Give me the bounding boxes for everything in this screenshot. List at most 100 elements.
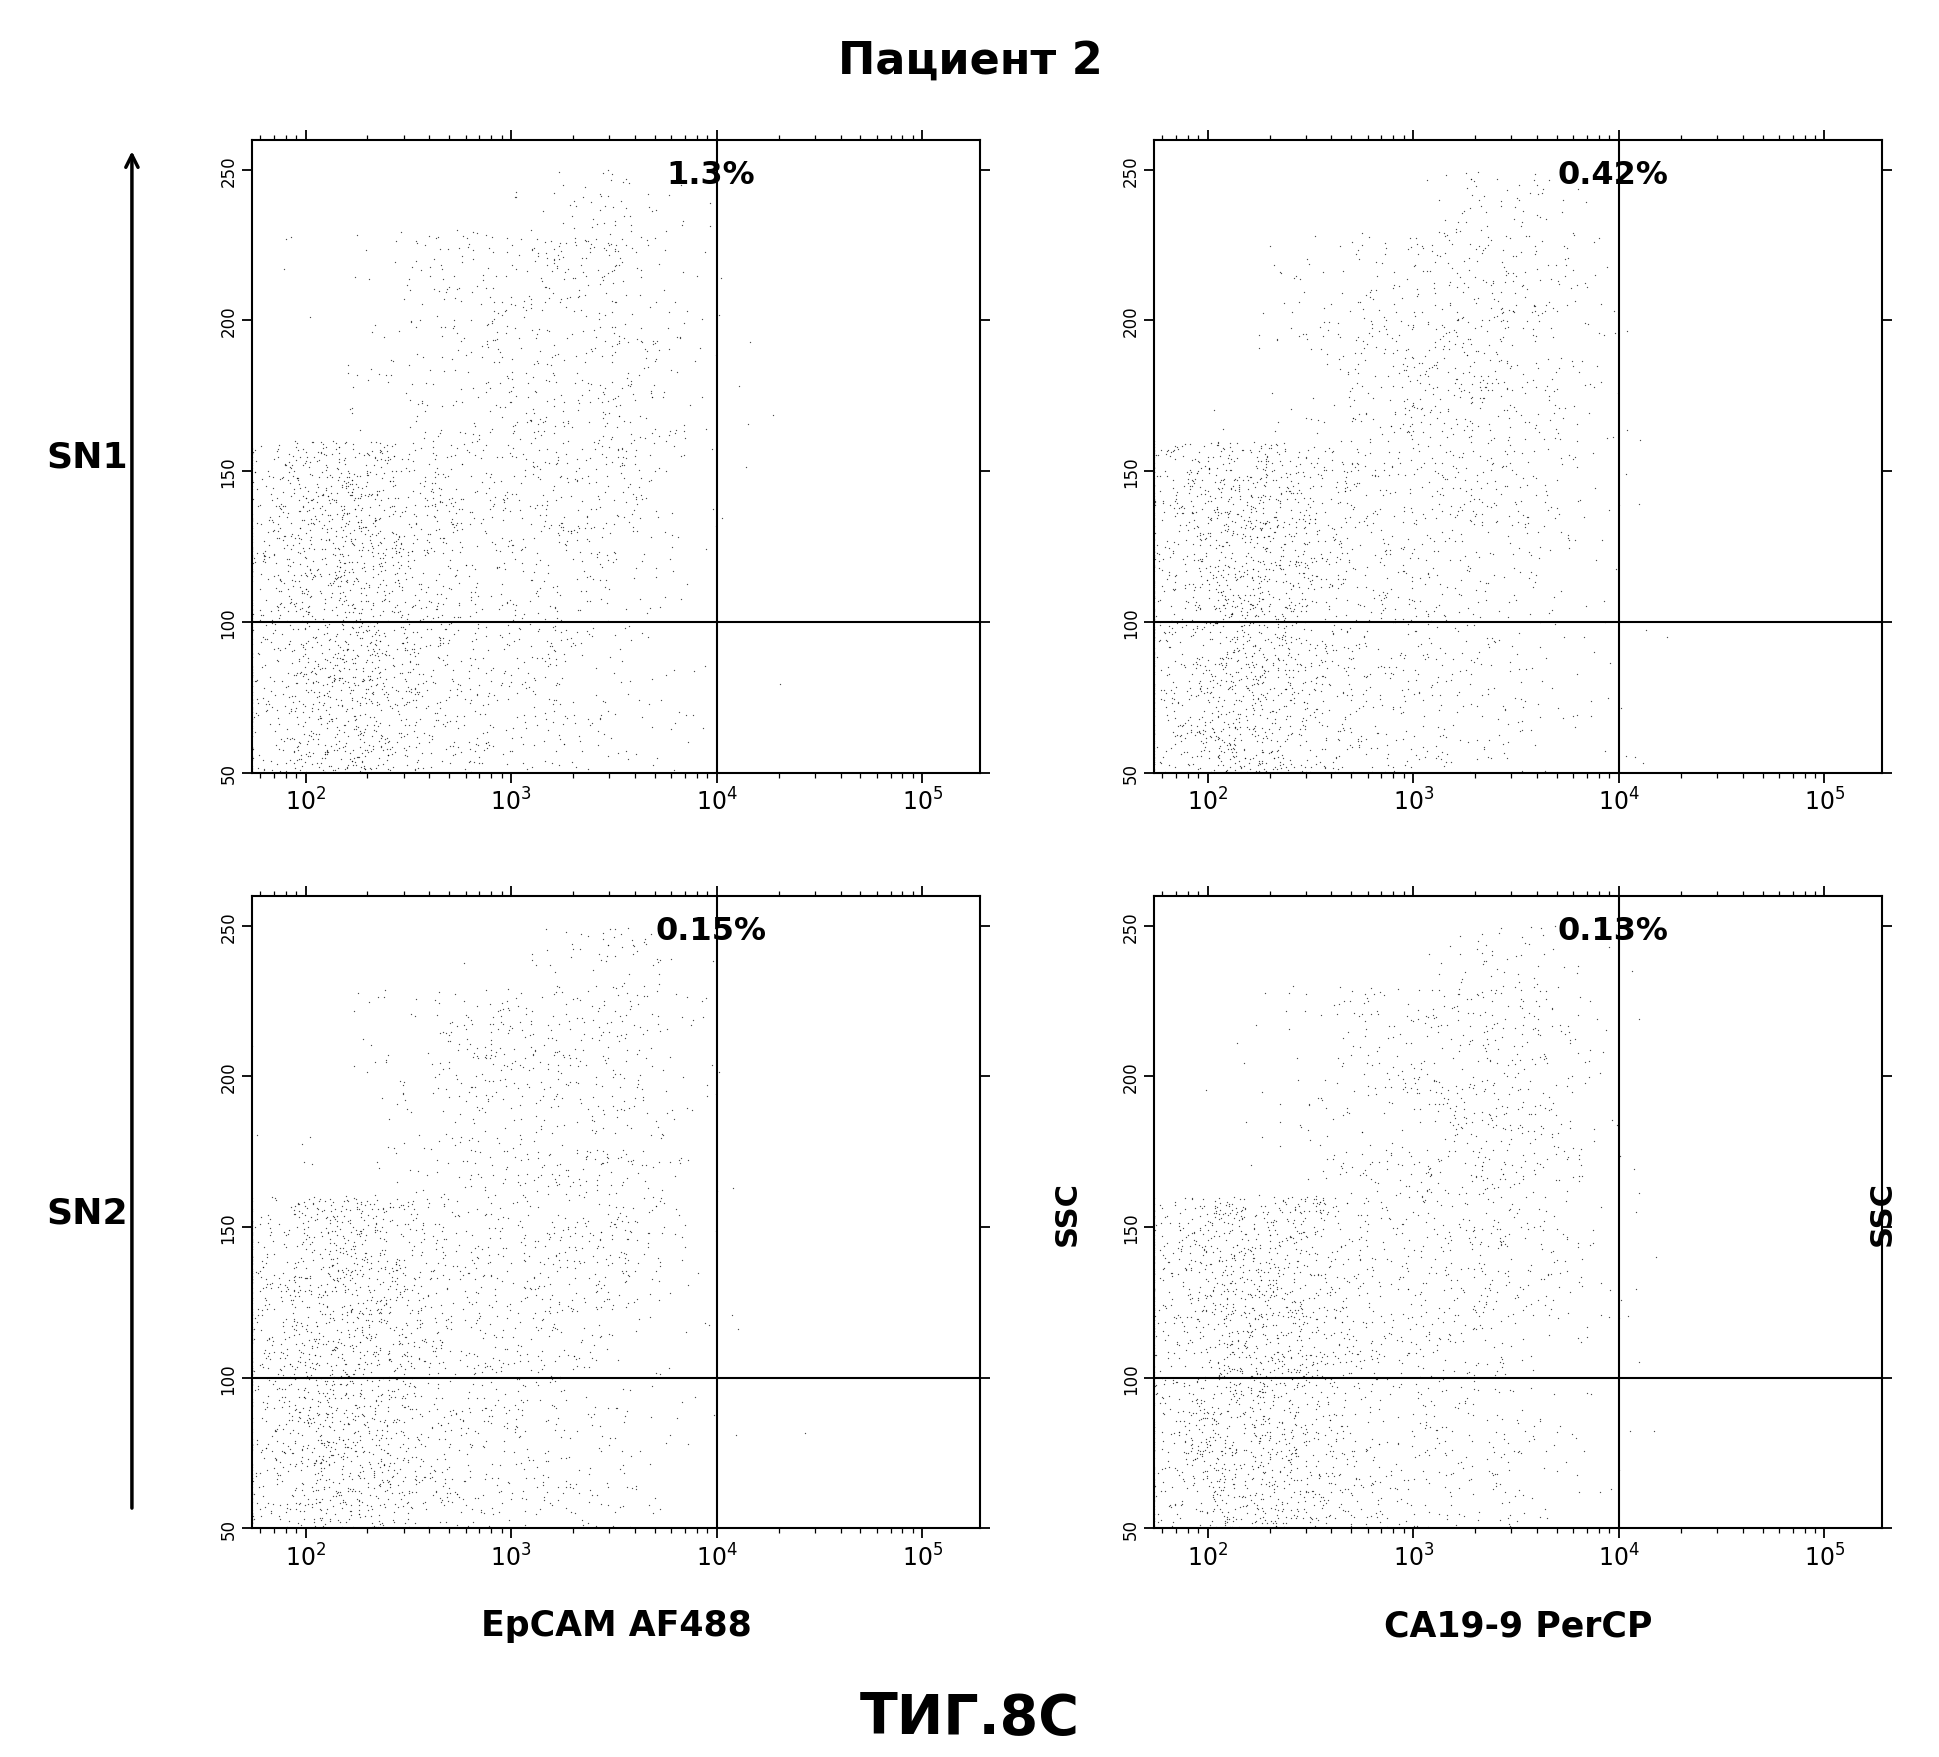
Point (378, 1135, 409, 1163)
Point (634, 1035, 665, 1063)
Point (1342, 631, 1373, 659)
Point (1179, 1495, 1210, 1523)
Point (1291, 436, 1322, 464)
Point (1297, 1351, 1328, 1379)
Point (1210, 1511, 1241, 1539)
Point (512, 1435, 543, 1464)
Point (434, 706, 465, 734)
Point (1270, 705, 1301, 733)
Point (242, 1472, 273, 1500)
Point (1439, 1356, 1470, 1385)
Point (1431, 1077, 1462, 1105)
Point (363, 1295, 394, 1323)
Point (374, 1346, 405, 1374)
Point (1551, 1223, 1582, 1251)
Point (1260, 1513, 1291, 1541)
Point (1402, 545, 1433, 573)
Point (351, 459, 382, 487)
Point (339, 664, 370, 692)
Point (1464, 1230, 1495, 1258)
Point (322, 573, 353, 601)
Point (411, 615, 442, 643)
Point (477, 1402, 508, 1430)
Point (1518, 1214, 1549, 1242)
Point (1571, 274, 1602, 302)
Point (1377, 503, 1408, 531)
Point (1138, 539, 1169, 568)
Point (1256, 1464, 1287, 1492)
Point (460, 1418, 491, 1446)
Point (1468, 385, 1499, 413)
Point (324, 553, 355, 582)
Point (605, 636, 636, 664)
Point (1439, 1302, 1470, 1330)
Point (1138, 553, 1169, 582)
Point (1338, 655, 1369, 683)
Point (384, 1330, 415, 1358)
Point (1194, 1451, 1225, 1479)
Point (572, 922, 603, 951)
Point (248, 756, 279, 784)
Point (438, 729, 469, 757)
Point (1212, 513, 1243, 541)
Point (260, 1367, 291, 1395)
Point (496, 365, 527, 394)
Point (1435, 1249, 1466, 1277)
Point (384, 706, 415, 734)
Point (1251, 1471, 1282, 1499)
Point (688, 239, 719, 267)
Point (1309, 457, 1340, 485)
Point (454, 1339, 485, 1367)
Point (310, 1300, 341, 1328)
Point (427, 1486, 458, 1515)
Point (1225, 437, 1256, 466)
Point (549, 1337, 580, 1365)
Point (421, 508, 452, 536)
Point (306, 1270, 337, 1298)
Point (1274, 1439, 1305, 1467)
Point (429, 524, 460, 552)
Point (318, 757, 349, 785)
Point (1216, 592, 1247, 620)
Point (543, 158, 574, 186)
Point (1268, 1349, 1299, 1377)
Point (619, 387, 650, 415)
Point (1161, 722, 1192, 750)
Point (357, 1204, 388, 1232)
Point (1464, 568, 1495, 596)
Point (330, 733, 361, 761)
Point (498, 1107, 529, 1135)
Point (1191, 1283, 1222, 1311)
Point (237, 596, 268, 624)
Point (450, 1277, 481, 1305)
Point (425, 420, 456, 448)
Point (1287, 689, 1319, 717)
Point (547, 397, 578, 425)
Point (1509, 258, 1540, 286)
Point (1478, 1079, 1509, 1107)
Point (1282, 590, 1313, 618)
Point (1272, 634, 1303, 662)
Point (295, 304, 326, 332)
Point (1210, 1397, 1241, 1425)
Point (1138, 441, 1169, 469)
Point (359, 445, 390, 473)
Point (419, 1390, 450, 1418)
Point (1253, 1254, 1284, 1283)
Point (1163, 712, 1194, 740)
Point (1227, 754, 1258, 782)
Point (1538, 1132, 1569, 1160)
Point (332, 604, 363, 633)
Point (1289, 1476, 1320, 1504)
Point (413, 720, 444, 748)
Point (539, 594, 570, 622)
Point (295, 1123, 326, 1151)
Point (1299, 664, 1330, 692)
Point (250, 625, 281, 654)
Point (1406, 394, 1437, 422)
Point (1196, 445, 1227, 473)
Point (291, 485, 322, 513)
Point (1293, 631, 1324, 659)
Point (1289, 1478, 1320, 1506)
Point (1189, 490, 1220, 518)
